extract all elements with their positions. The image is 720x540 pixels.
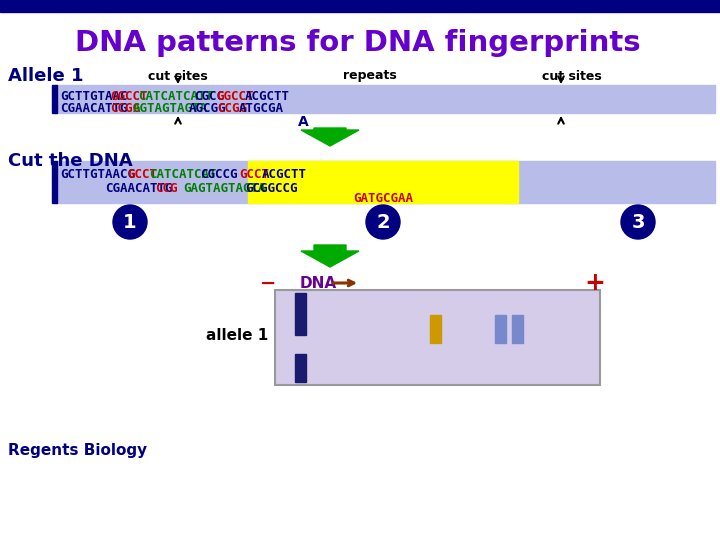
Circle shape <box>621 205 655 239</box>
Bar <box>495 315 506 343</box>
Bar <box>248 161 518 203</box>
Circle shape <box>366 205 400 239</box>
Text: Regents Biology: Regents Biology <box>8 442 147 457</box>
Bar <box>295 293 306 335</box>
Text: CGAACATTG: CGAACATTG <box>105 181 173 194</box>
Text: −: − <box>260 273 276 293</box>
Bar <box>512 315 523 343</box>
Text: ATGCGA: ATGCGA <box>239 103 284 116</box>
Text: AGCGG: AGCGG <box>189 103 226 116</box>
Text: ACGCTT: ACGCTT <box>245 91 289 104</box>
Text: GGCCT: GGCCT <box>110 91 148 104</box>
Circle shape <box>113 205 147 239</box>
Bar <box>0 0 720 12</box>
Text: A: A <box>297 115 308 129</box>
Bar <box>275 290 600 385</box>
Text: GATGCGAA: GATGCGAA <box>353 192 413 206</box>
Text: ACGCTT: ACGCTT <box>261 167 307 180</box>
Text: Cut the DNA: Cut the DNA <box>8 152 132 170</box>
Text: GCGGCCG: GCGGCCG <box>245 181 297 194</box>
Text: +: + <box>585 271 606 295</box>
Text: GCCT: GCCT <box>239 167 269 180</box>
FancyArrow shape <box>301 245 359 267</box>
Bar <box>55 85 715 113</box>
Text: DNA: DNA <box>300 275 337 291</box>
Text: GGCCT: GGCCT <box>217 91 254 104</box>
Text: GAGTAGTAGTA: GAGTAGTAGTA <box>184 181 266 194</box>
Text: CCG: CCG <box>156 181 178 194</box>
Bar <box>55 161 715 203</box>
Text: Allele 1: Allele 1 <box>8 67 84 85</box>
Text: DNA patterns for DNA fingerprints: DNA patterns for DNA fingerprints <box>75 29 641 57</box>
Bar <box>430 315 441 343</box>
Text: AGTAGTAGTA: AGTAGTAGTA <box>132 103 208 116</box>
Bar <box>52 85 57 113</box>
Text: CGCCG: CGCCG <box>200 167 238 180</box>
Text: CATCATCAT: CATCATCAT <box>150 167 217 180</box>
Text: CCGG: CCGG <box>110 103 140 116</box>
Text: GCCT: GCCT <box>127 167 157 180</box>
Text: cut sites: cut sites <box>542 70 602 83</box>
Bar <box>52 161 57 203</box>
Text: cut sites: cut sites <box>148 70 208 83</box>
Text: 1: 1 <box>123 213 137 232</box>
Text: allele 1: allele 1 <box>206 327 268 342</box>
Bar <box>295 354 306 382</box>
FancyArrow shape <box>301 128 359 146</box>
Text: CGCC: CGCC <box>194 91 225 104</box>
Text: GCTTGTAAC: GCTTGTAAC <box>60 91 127 104</box>
Text: repeats: repeats <box>343 70 397 83</box>
Text: CCGG: CCGG <box>217 103 247 116</box>
Text: GCTTGTAACG: GCTTGTAACG <box>60 167 135 180</box>
Text: 3: 3 <box>631 213 644 232</box>
Text: CGAACATTG: CGAACATTG <box>60 103 127 116</box>
Text: 2: 2 <box>376 213 390 232</box>
Text: CATCATCATT: CATCATCATT <box>138 91 213 104</box>
